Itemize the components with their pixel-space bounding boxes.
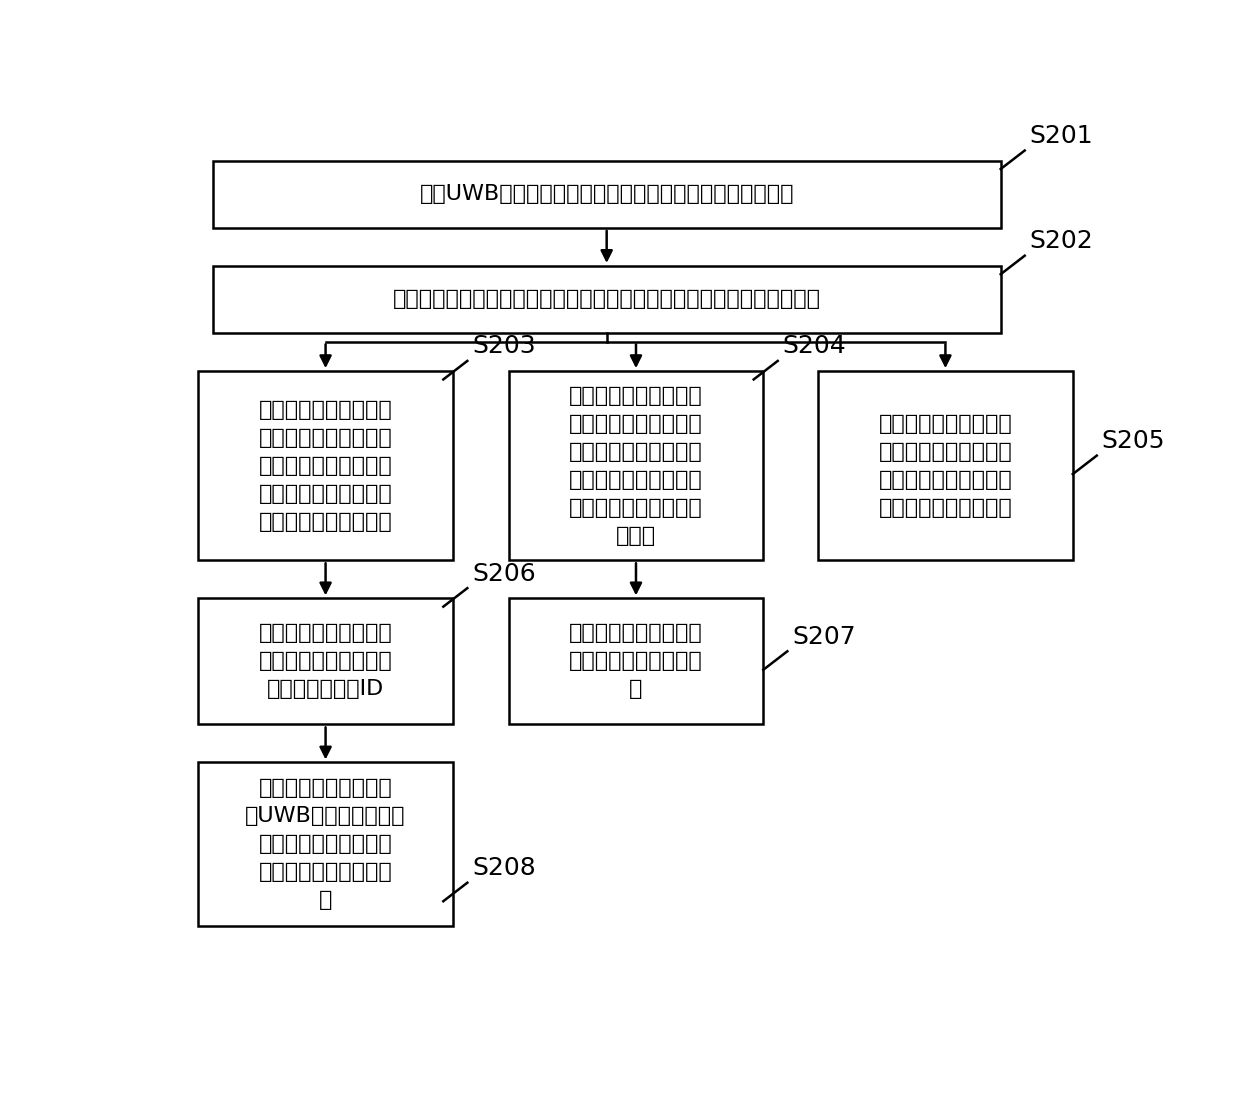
Text: 在预设时间间隔后获取
所述定位标签的位置数
据: 在预设时间间隔后获取 所述定位标签的位置数 据 xyxy=(569,623,703,700)
Bar xyxy=(198,763,453,927)
Bar xyxy=(213,161,1001,228)
Bar xyxy=(198,598,453,725)
Text: S205: S205 xyxy=(1101,430,1166,454)
Text: S202: S202 xyxy=(1029,230,1094,254)
Text: 获取并输出所述实时位
置数据对应的目标定位
标签的目标标签ID: 获取并输出所述实时位 置数据对应的目标定位 标签的目标标签ID xyxy=(259,623,392,700)
Text: S204: S204 xyxy=(782,334,846,359)
Text: 输出定位标签后，经所
述UWB信道发送光告警
控制信息，控制所述光
告警装置输出光告警信
息: 输出定位标签后，经所 述UWB信道发送光告警 控制信息，控制所述光 告警装置输出… xyxy=(246,778,405,910)
Text: 当所述移动范围小于范
围阈值，移动频率大于
或等于频率阈值时，确
定所述位置数据对应的
生活评估数据为疑似问
题数据: 当所述移动范围小于范 围阈值，移动频率大于 或等于频率阈值时，确 定所述位置数据… xyxy=(569,386,703,545)
Bar xyxy=(213,266,1001,333)
Text: S206: S206 xyxy=(472,562,536,586)
Text: S208: S208 xyxy=(472,856,536,880)
Text: 当所述移动范围小于范
围阈值且所述移动频率
小于频率阈值时，确定
所述位置数据对应的生
活评估数据为问题数据: 当所述移动范围小于范 围阈值且所述移动频率 小于频率阈值时，确定 所述位置数据对… xyxy=(259,400,392,531)
Text: S201: S201 xyxy=(1029,124,1094,148)
Bar xyxy=(198,371,453,561)
Text: 根据所述实时位置数据确定评估所述禽畜生活状况的生活评估数据的类型: 根据所述实时位置数据确定评估所述禽畜生活状况的生活评估数据的类型 xyxy=(393,290,821,309)
Text: S203: S203 xyxy=(472,334,536,359)
Bar xyxy=(508,598,764,725)
Bar xyxy=(508,371,764,561)
Text: 基于UWB信道获取预设时间段内各定位标签的实时位置数据: 基于UWB信道获取预设时间段内各定位标签的实时位置数据 xyxy=(419,185,794,204)
Text: 当所述移动范围大于或
等于范围阈值时，确定
所述位置数据对应的生
活评估数据为正常数据: 当所述移动范围大于或 等于范围阈值时，确定 所述位置数据对应的生 活评估数据为正… xyxy=(879,413,1012,518)
Bar xyxy=(818,371,1073,561)
Text: S207: S207 xyxy=(792,625,856,649)
